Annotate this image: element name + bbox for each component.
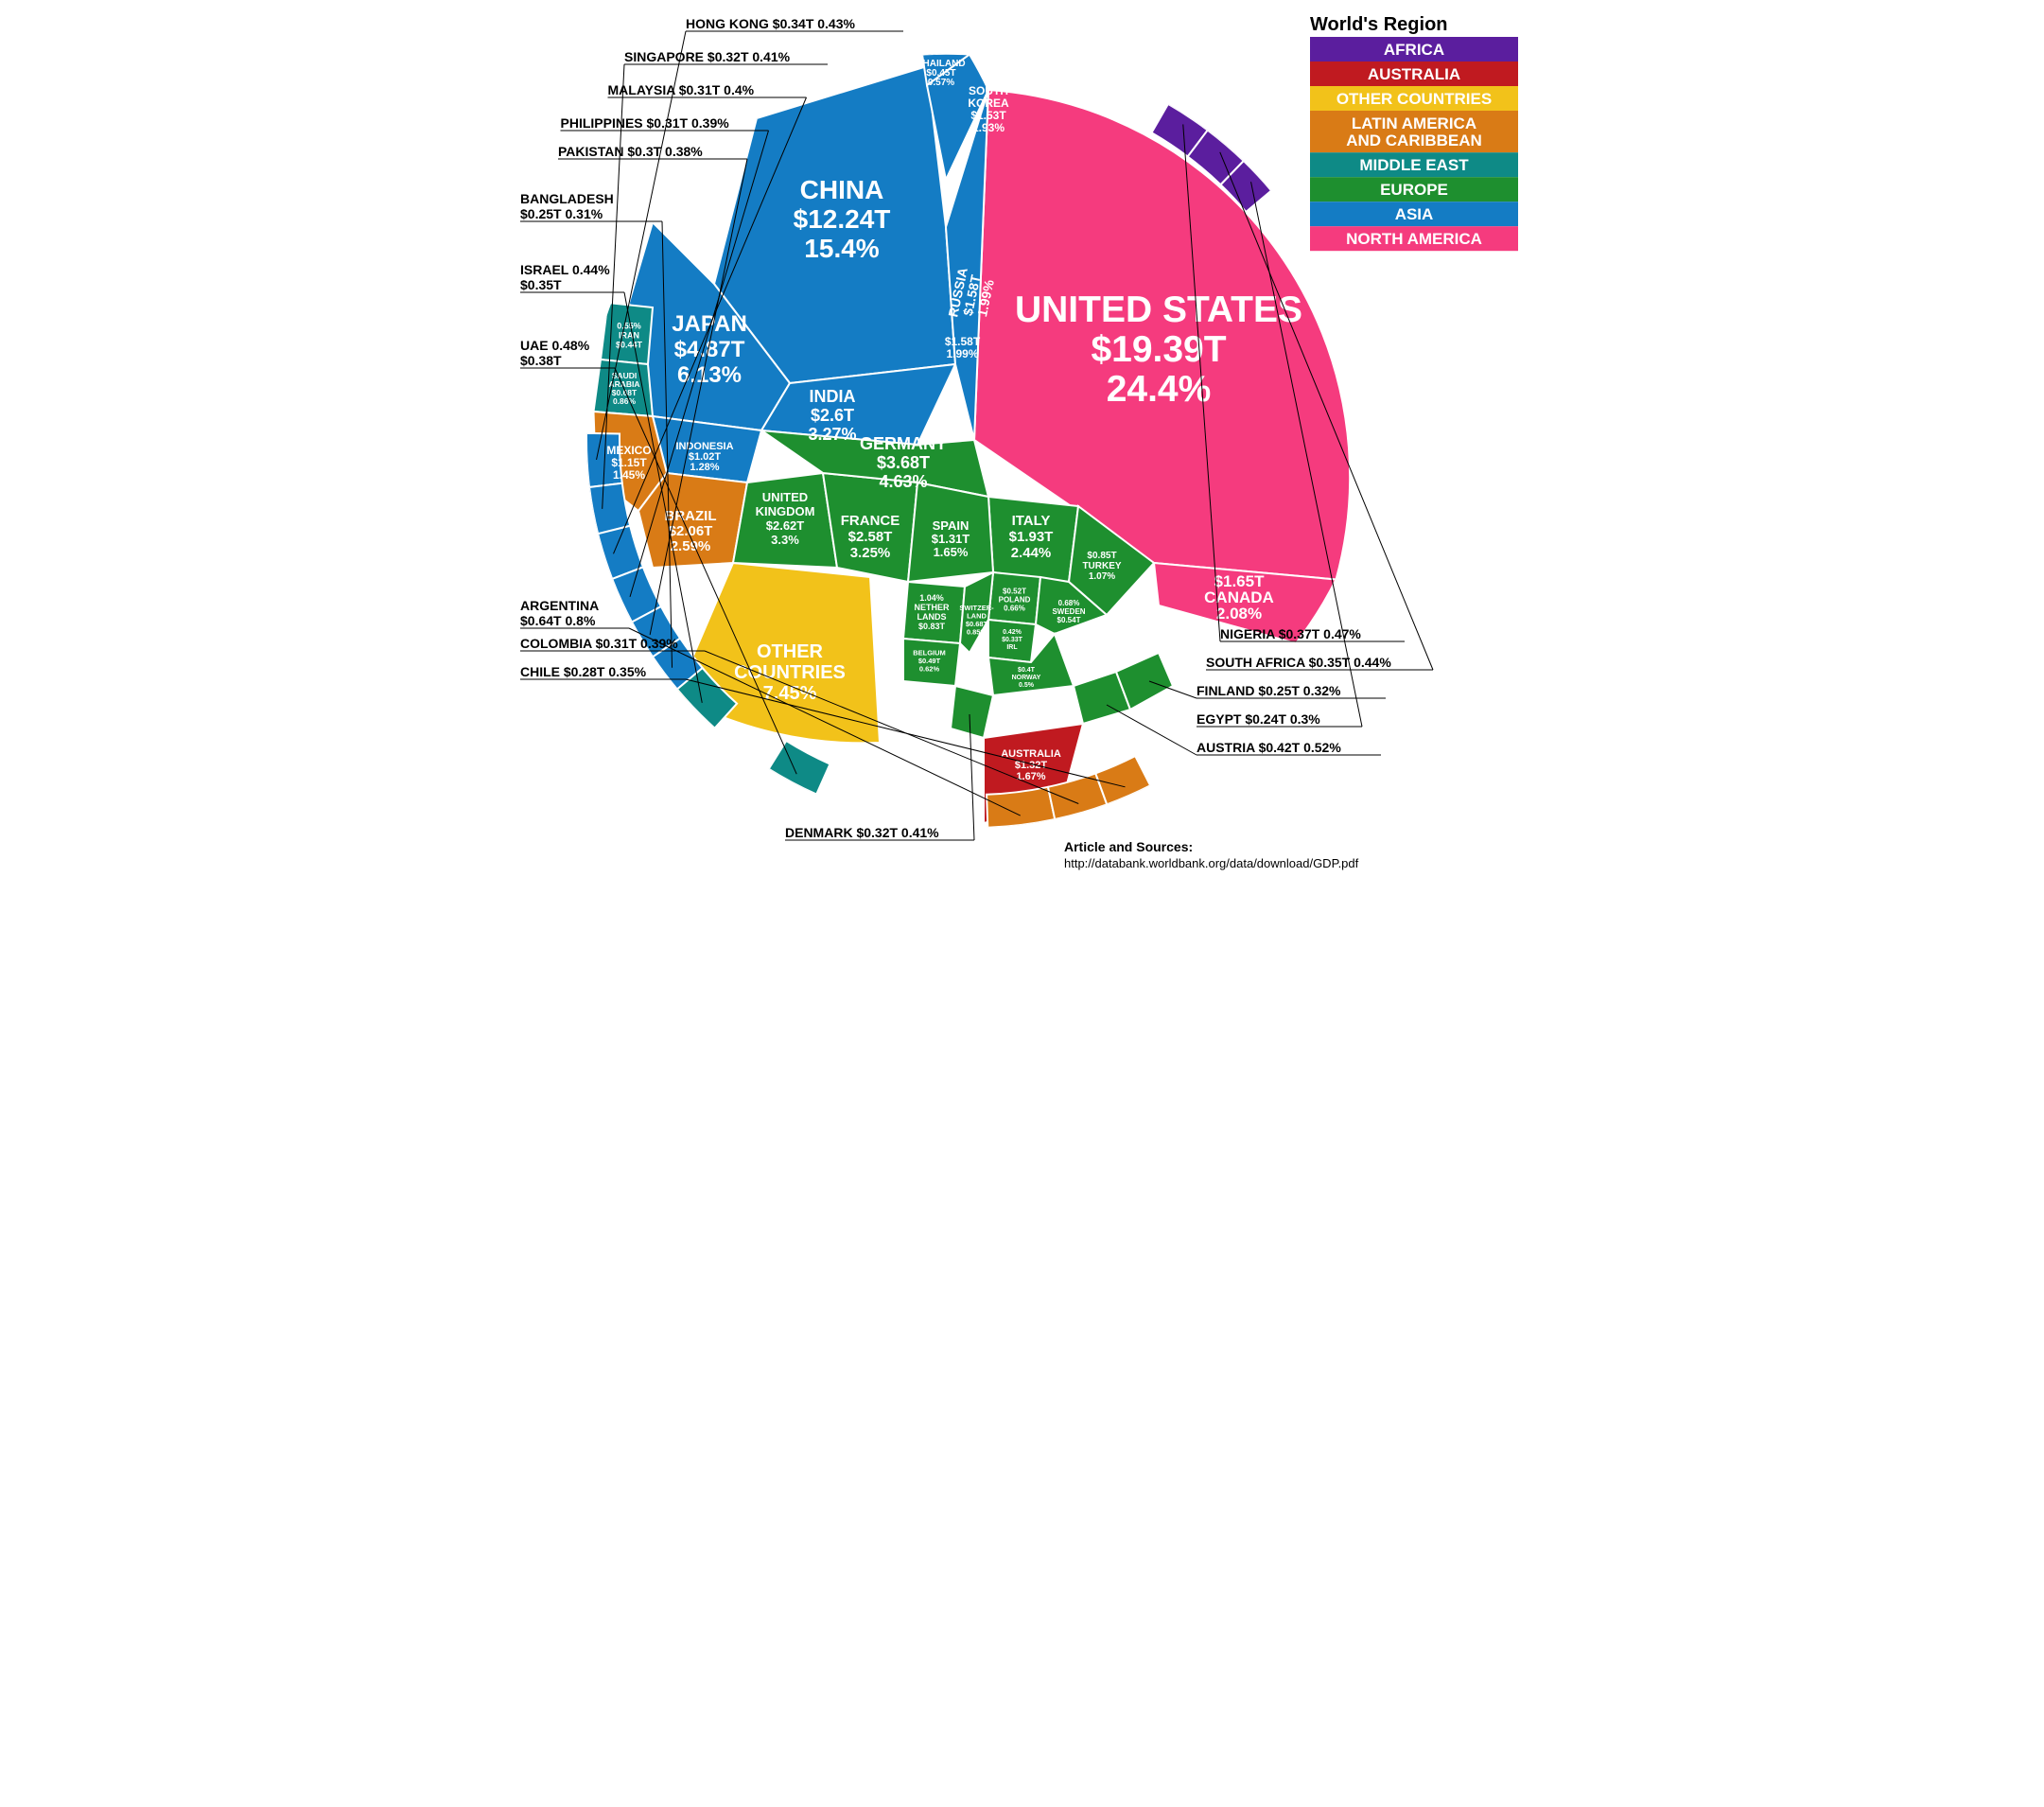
- callout-egypt: EGYPT $0.24T 0.3%: [1197, 711, 1320, 727]
- legend-label-7: NORTH AMERICA: [1346, 230, 1482, 248]
- callout-argentina: ARGENTINA$0.64T 0.8%: [520, 598, 599, 628]
- source-url: http://databank.worldbank.org/data/downl…: [1064, 856, 1359, 870]
- callout-malaysia: MALAYSIA $0.31T 0.4%: [608, 82, 755, 97]
- legend-label-5: EUROPE: [1380, 181, 1448, 199]
- callout-bangladesh: BANGLADESH$0.25T 0.31%: [520, 191, 614, 221]
- legend-label-2: OTHER COUNTRIES: [1336, 90, 1492, 108]
- label-india: INDIA$2.6T3.27%: [809, 387, 857, 444]
- callout-finland: FINLAND $0.25T 0.32%: [1197, 683, 1341, 698]
- label-italy: ITALY$1.93T2.44%: [1009, 513, 1054, 561]
- callout-chile: CHILE $0.28T 0.35%: [520, 664, 647, 679]
- label-skorea: SOUTHKOREA$1.53T1.93%: [969, 84, 1010, 134]
- legend-title: World's Region: [1310, 14, 1448, 35]
- callout-pakistan: PAKISTAN $0.3T 0.38%: [558, 144, 703, 159]
- legend-label-1: AUSTRALIA: [1368, 65, 1460, 83]
- label-spain: SPAIN$1.31T1.65%: [932, 518, 970, 559]
- legend-label-0: AFRICA: [1384, 41, 1444, 59]
- callout-denmark: DENMARK $0.32T 0.41%: [785, 825, 939, 840]
- label-russia-values: $1.58T1.99%: [945, 335, 981, 360]
- label-mexico: MEXICO$1.15T1.45%: [607, 444, 652, 482]
- gdp-voronoi-treemap: UNITED STATES$19.39T24.4%$1.65TCANADA2.0…: [511, 0, 1533, 904]
- legend-label-6: ASIA: [1395, 205, 1434, 223]
- callout-southafrica: SOUTH AFRICA $0.35T 0.44%: [1206, 655, 1391, 670]
- legend-label-3: LATIN AMERICAAND CARIBBEAN: [1346, 114, 1482, 149]
- source-label: Article and Sources:: [1064, 839, 1193, 854]
- label-china: CHINA$12.24T15.4%: [794, 175, 891, 263]
- callout-singapore: SINGAPORE $0.32T 0.41%: [624, 49, 791, 64]
- label-japan: JAPAN$4.87T6.13%: [672, 311, 747, 388]
- callout-hongkong: HONG KONG $0.34T 0.43%: [686, 16, 856, 31]
- callout-colombia: COLOMBIA $0.31T 0.39%: [520, 636, 678, 651]
- callout-philippines: PHILIPPINES $0.31T 0.39%: [561, 115, 730, 131]
- callout-austria: AUSTRIA $0.42T 0.52%: [1197, 740, 1341, 755]
- legend-label-4: MIDDLE EAST: [1360, 156, 1470, 174]
- callout-nigeria: NIGERIA $0.37T 0.47%: [1220, 626, 1361, 641]
